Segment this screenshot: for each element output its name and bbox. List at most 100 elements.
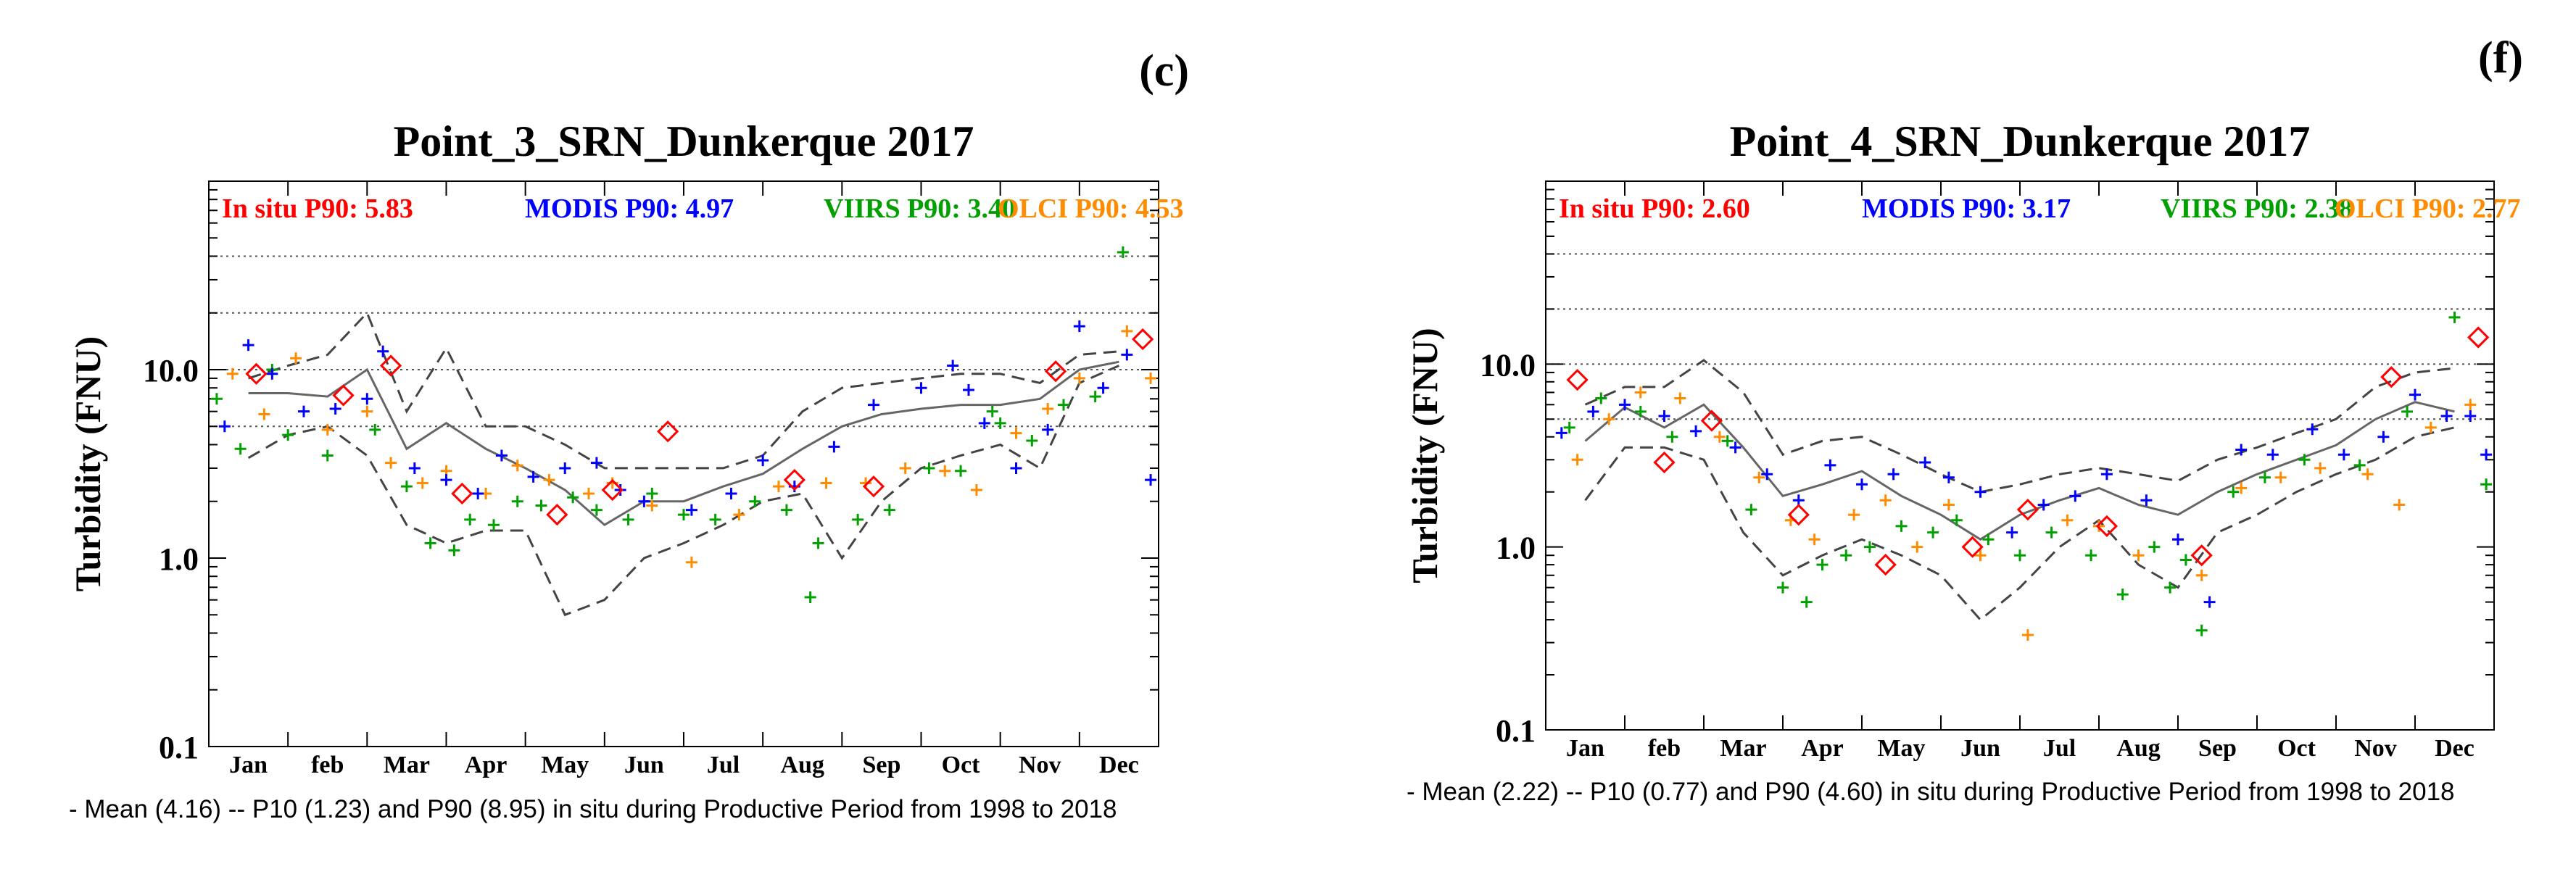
y-axis-label: Turbidity (FNU) bbox=[1404, 328, 1445, 583]
modis-point bbox=[1887, 468, 1900, 481]
viirs-point bbox=[1816, 559, 1829, 571]
modis-point bbox=[1121, 349, 1133, 361]
x-tick-label: Sep bbox=[862, 752, 900, 778]
olci-point bbox=[1042, 402, 1054, 415]
x-tick-label: Nov bbox=[2354, 735, 2397, 762]
modis-point bbox=[685, 504, 697, 516]
olci-point bbox=[2464, 399, 2477, 411]
y-tick-label: 0.1 bbox=[1496, 713, 1536, 749]
modis-series bbox=[1555, 388, 2493, 608]
modis-point bbox=[1856, 478, 1868, 491]
olci-point bbox=[685, 556, 697, 568]
modis-point bbox=[1761, 468, 1773, 481]
legend-entry: VIIRS P90: 2.38 bbox=[2161, 194, 2353, 224]
modis-point bbox=[2037, 499, 2050, 511]
insitu-point bbox=[1874, 553, 1897, 576]
legend-entry: OLCI P90: 2.77 bbox=[2335, 194, 2521, 224]
legend-entry: MODIS P90: 3.17 bbox=[1862, 194, 2071, 224]
viirs-point bbox=[511, 495, 523, 507]
olci-point bbox=[1073, 372, 1085, 384]
modis-point bbox=[2235, 444, 2248, 456]
modis-point bbox=[828, 441, 840, 453]
viirs-point bbox=[400, 481, 413, 493]
viirs-point bbox=[1927, 526, 1939, 539]
x-tick-label: Oct bbox=[2277, 735, 2316, 762]
mean-series-line bbox=[1584, 401, 2455, 541]
p90-series-line bbox=[248, 310, 1119, 470]
viirs-point bbox=[1982, 533, 1995, 546]
panel-label: (c) bbox=[1139, 46, 1189, 96]
modis-point bbox=[2203, 596, 2216, 608]
modis-point bbox=[725, 487, 737, 499]
viirs-point bbox=[424, 537, 436, 549]
modis-point bbox=[2440, 410, 2453, 422]
viirs-point bbox=[955, 465, 967, 477]
insitu-point bbox=[2095, 515, 2119, 538]
olci-point bbox=[361, 405, 373, 417]
modis-point bbox=[1974, 486, 1987, 498]
chart-footer-note: - Mean (4.16) -- P10 (1.23) and P90 (8.9… bbox=[69, 795, 1117, 823]
viirs-point bbox=[1800, 596, 1813, 608]
insitu-point bbox=[245, 362, 268, 385]
modis-point bbox=[1042, 423, 1054, 436]
mean-series-line bbox=[248, 360, 1119, 527]
insitu-point bbox=[546, 503, 568, 526]
viirs-point bbox=[2298, 454, 2311, 466]
olci-point bbox=[1634, 386, 1647, 399]
viirs-point bbox=[448, 544, 460, 557]
insitu-point bbox=[1132, 328, 1154, 351]
modis-point bbox=[1824, 459, 1836, 471]
x-tick-label: Aug bbox=[781, 752, 824, 778]
x-tick-label: May bbox=[1877, 735, 1925, 762]
olci-point bbox=[733, 509, 745, 521]
olci-point bbox=[1145, 372, 1157, 384]
modis-point bbox=[2069, 490, 2082, 502]
viirs-point bbox=[1777, 581, 1789, 594]
viirs-point bbox=[369, 423, 381, 436]
insitu-point bbox=[657, 420, 679, 443]
viirs-point bbox=[883, 504, 895, 516]
olci-point bbox=[2235, 482, 2248, 494]
modis-point bbox=[2266, 449, 2279, 461]
olci-point bbox=[2393, 499, 2406, 511]
viirs-point bbox=[2258, 471, 2271, 483]
viirs-point bbox=[622, 513, 634, 525]
olci-point bbox=[258, 408, 270, 420]
modis-point bbox=[408, 462, 421, 474]
x-tick-label: Apr bbox=[1801, 735, 1844, 762]
x-tick-label: Oct bbox=[942, 752, 981, 778]
olci-point bbox=[1603, 413, 1615, 425]
olci-point bbox=[1010, 427, 1022, 439]
modis-point bbox=[1942, 471, 1955, 483]
modis-point bbox=[559, 462, 571, 474]
viirs-point bbox=[1089, 391, 1101, 403]
chart-title: Point_4_SRN_Dunkerque 2017 bbox=[1730, 117, 2311, 165]
olci-point bbox=[1808, 533, 1821, 546]
viirs-point bbox=[2227, 486, 2240, 498]
viirs-series bbox=[210, 246, 1129, 603]
viirs-point bbox=[535, 499, 547, 512]
viirs-point bbox=[2401, 405, 2414, 417]
x-tick-label: Jan bbox=[1566, 735, 1604, 762]
olci-point bbox=[1713, 431, 1726, 443]
insitu-point bbox=[1653, 451, 1676, 474]
olci-point bbox=[1974, 549, 1987, 562]
modis-point bbox=[218, 420, 231, 433]
p90-series-line bbox=[1584, 359, 2455, 494]
modis-point bbox=[377, 345, 389, 357]
legend-entry: VIIRS P90: 3.40 bbox=[824, 194, 1016, 224]
modis-point bbox=[1555, 427, 1567, 439]
viirs-point bbox=[2014, 549, 2026, 562]
viirs-point bbox=[282, 429, 294, 441]
x-tick-label: Dec bbox=[1099, 752, 1139, 778]
modis-point bbox=[329, 402, 341, 415]
modis-point bbox=[298, 405, 310, 417]
viirs-point bbox=[1895, 520, 1908, 532]
olci-point bbox=[2132, 549, 2145, 562]
modis-point bbox=[2409, 388, 2421, 401]
viirs-point bbox=[1721, 435, 1734, 447]
viirs-point bbox=[2045, 526, 2058, 539]
viirs-point bbox=[210, 393, 223, 405]
legend-entry: In situ P90: 2.60 bbox=[1559, 194, 1750, 224]
olci-point bbox=[1571, 454, 1583, 466]
